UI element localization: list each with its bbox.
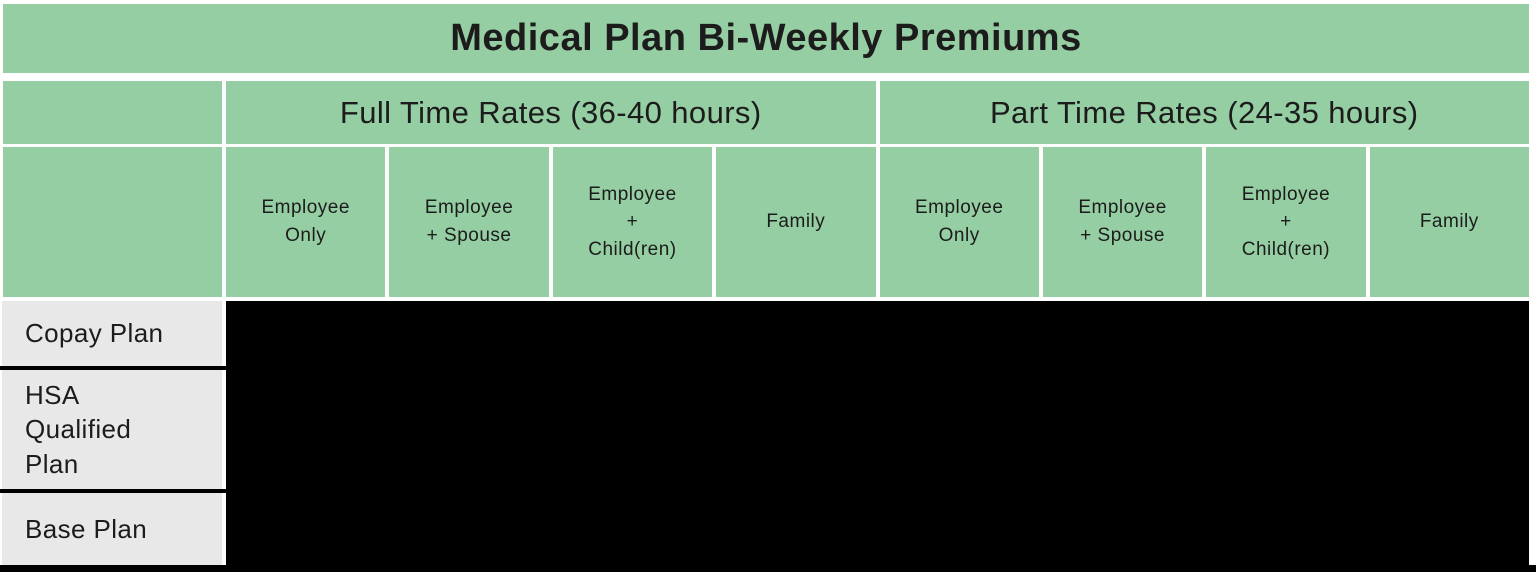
column-header-pt-employee-spouse: Employee + Spouse bbox=[1042, 147, 1203, 297]
row-header-hsa-qualified-plan: HSA Qualified Plan bbox=[2, 370, 222, 489]
column-group-part-time: Part Time Rates (24-35 hours) bbox=[879, 81, 1529, 144]
column-header-ft-family: Family bbox=[716, 147, 876, 297]
column-header-pt-employee-only: Employee Only bbox=[879, 147, 1039, 297]
header-stub-cell bbox=[3, 81, 222, 144]
column-header-ft-employee-children: Employee + Child(ren) bbox=[552, 147, 713, 297]
row-divider bbox=[0, 366, 226, 370]
column-group-full-time: Full Time Rates (36-40 hours) bbox=[226, 81, 876, 144]
redacted-data-region bbox=[226, 301, 1529, 565]
column-header-ft-employee-spouse: Employee + Spouse bbox=[389, 147, 549, 297]
column-header-pt-family: Family bbox=[1369, 147, 1529, 297]
column-group-header-row: Full Time Rates (36-40 hours) Part Time … bbox=[3, 81, 1529, 144]
column-header-pt-employee-children: Employee + Child(ren) bbox=[1206, 147, 1366, 297]
column-header-ft-employee-only: Employee Only bbox=[226, 147, 386, 297]
row-header-column: Copay Plan HSA Qualified Plan Base Plan bbox=[0, 301, 226, 565]
table-title: Medical Plan Bi-Weekly Premiums bbox=[3, 4, 1529, 73]
table-body: Copay Plan HSA Qualified Plan Base Plan bbox=[0, 301, 1536, 565]
row-divider bbox=[0, 489, 226, 493]
row-header-base-plan: Base Plan bbox=[2, 493, 222, 565]
column-header-row: Employee Only Employee + Spouse Employee… bbox=[3, 147, 1529, 297]
table-bottom-border bbox=[0, 565, 1536, 572]
row-header-copay-plan: Copay Plan bbox=[2, 301, 222, 366]
header-stub-cell bbox=[3, 147, 222, 297]
